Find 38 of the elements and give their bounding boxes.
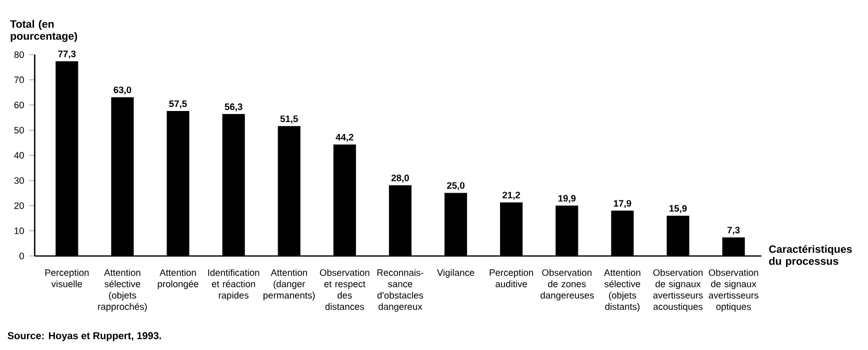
x-axis-title: Caractéristiques du processus	[769, 244, 852, 268]
x-tick-label: Observation de zones dangereuses	[540, 269, 594, 300]
data-label: 17,9	[614, 200, 632, 208]
x-tick-label: Vigilance	[436, 269, 474, 278]
x-tick-label: Observation et respect des distances	[320, 269, 370, 310]
y-tick-label: 30	[14, 177, 24, 184]
data-label: 28,0	[391, 174, 409, 183]
x-tick-label: Identification et réaction rapides	[208, 269, 260, 300]
x-tick-label: Attention sélective (objets rapprochés)	[98, 269, 147, 312]
x-tick-label: Attention (danger permanents)	[264, 269, 315, 300]
data-label: 44,2	[336, 134, 354, 142]
data-label: 19,9	[558, 195, 576, 203]
data-label: 77,3	[58, 50, 76, 59]
data-label: 56,3	[224, 103, 242, 112]
data-label: 63,0	[114, 86, 132, 95]
y-tick-label: 0	[19, 252, 24, 260]
data-label: 51,5	[280, 116, 298, 124]
y-tick-label: 10	[14, 228, 24, 234]
data-label: 7,3	[727, 226, 740, 235]
source-note: Source: Hoyas et Ruppert, 1993.	[8, 332, 161, 342]
y-tick-label: 50	[14, 126, 24, 134]
y-tick-label: 20	[14, 202, 24, 209]
x-tick-label: Perception auditive	[490, 269, 534, 288]
y-tick-label: 60	[14, 102, 24, 108]
y-axis-title: Total (en pourcentage)	[10, 20, 78, 42]
data-label: 25,0	[447, 182, 464, 190]
y-tick-label: 40	[14, 152, 24, 159]
x-tick-label: Perception visuelle	[45, 269, 89, 288]
data-label: 57,5	[169, 100, 187, 108]
y-tick-label: 70	[14, 76, 24, 84]
data-label: 15,9	[669, 205, 687, 214]
x-tick-label: Attention prolongée	[158, 269, 198, 290]
x-tick-label: Observation de signaux avertisseurs acoustiques	[653, 269, 703, 312]
y-tick-label: 80	[14, 51, 24, 58]
x-tick-label: Attention sélective (objets distants)	[604, 269, 640, 312]
data-label: 21,2	[502, 192, 520, 200]
x-tick-label: Reconnais-sance d'obstacles dangereux	[377, 269, 424, 312]
x-tick-label: Observation de signaux avertisseurs optiques	[708, 269, 758, 312]
